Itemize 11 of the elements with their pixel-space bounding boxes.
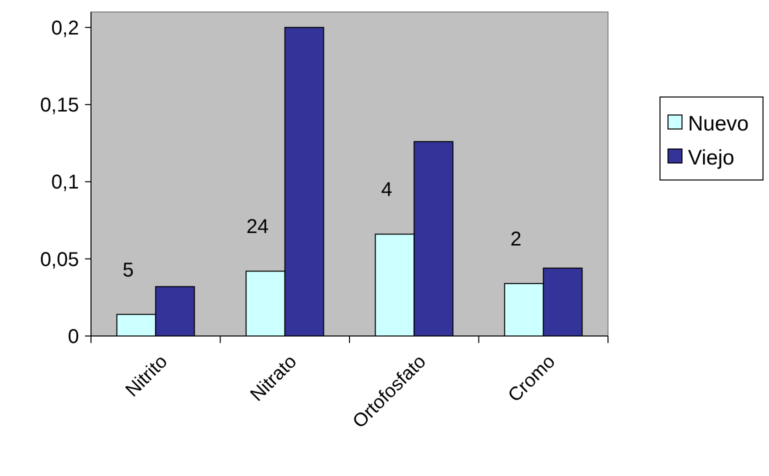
annotation: 24 <box>246 216 269 238</box>
legend-label: Viejo <box>688 146 734 170</box>
annotation: 4 <box>381 179 392 202</box>
y-tick-label: 0,2 <box>51 17 79 40</box>
y-tick-label: 0,05 <box>40 248 79 271</box>
y-tick-label: 0 <box>68 326 79 348</box>
annotation: 5 <box>122 259 134 282</box>
y-tick-label: 0,1 <box>51 172 79 194</box>
y-tick-label: 0,15 <box>40 94 79 117</box>
legend-label: Nuevo <box>688 112 749 136</box>
annotation: 2 <box>510 228 522 251</box>
